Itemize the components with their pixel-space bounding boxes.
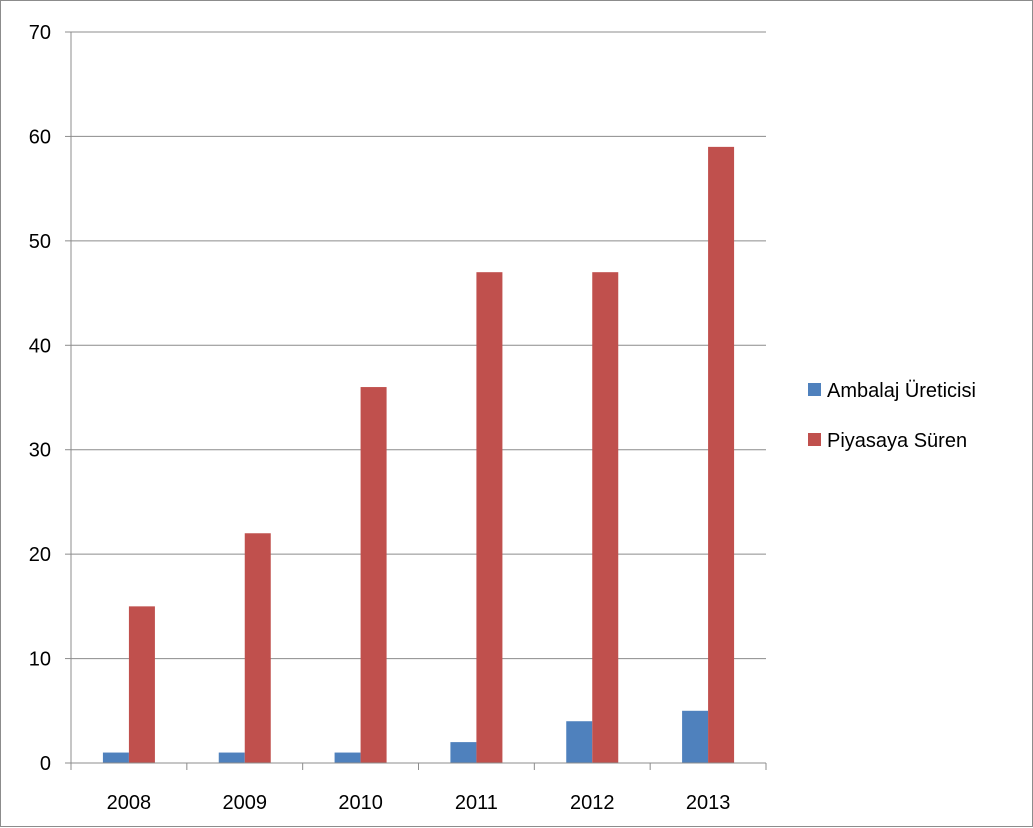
x-tick-label: 2010 (338, 792, 383, 814)
bar-ambalaj-ureticisi-2008 (102, 752, 129, 763)
x-tick-label: 2011 (455, 792, 498, 814)
y-tick-label: 40 (29, 335, 51, 357)
bar-piyasaya-suren-2013 (708, 146, 735, 763)
bar-piyasaya-suren-2012 (592, 272, 619, 763)
legend-swatch (808, 383, 821, 396)
y-tick-label: 10 (29, 649, 51, 671)
legend: Ambalaj Üreticisi Piyasaya Süren (808, 380, 976, 452)
x-tick-labels: 2008 2009 2010 2011 2012 2013 (107, 792, 731, 814)
bar-piyasaya-suren-2008 (128, 606, 155, 763)
bar-ambalaj-ureticisi-2011 (450, 742, 477, 763)
y-tick-label: 0 (40, 753, 51, 775)
x-tick-label: 2013 (686, 792, 731, 814)
x-tick-label: 2012 (570, 792, 615, 814)
x-tick-label: 2008 (107, 792, 152, 814)
bar-ambalaj-ureticisi-2009 (218, 752, 245, 763)
gridlines (71, 31, 766, 660)
y-tick-label: 70 (29, 22, 51, 44)
y-tick-label: 20 (29, 544, 51, 566)
bar-piyasaya-suren-2011 (476, 272, 503, 763)
legend-label: Ambalaj Üreticisi (827, 380, 976, 402)
bar-piyasaya-suren-2009 (244, 533, 271, 763)
bars (102, 146, 735, 763)
y-tick-label: 30 (29, 440, 51, 462)
legend-label: Piyasaya Süren (827, 430, 967, 452)
bar-ambalaj-ureticisi-2012 (566, 721, 593, 763)
axes (65, 31, 767, 770)
x-tick-label: 2009 (223, 792, 268, 814)
y-tick-label: 60 (29, 126, 51, 148)
y-tick-labels: 0 10 20 30 40 50 60 70 (29, 22, 51, 775)
bar-piyasaya-suren-2010 (360, 387, 387, 763)
y-tick-label: 50 (29, 231, 51, 253)
bar-ambalaj-ureticisi-2013 (682, 710, 709, 763)
bar-ambalaj-ureticisi-2010 (334, 752, 361, 763)
legend-swatch (808, 433, 821, 446)
